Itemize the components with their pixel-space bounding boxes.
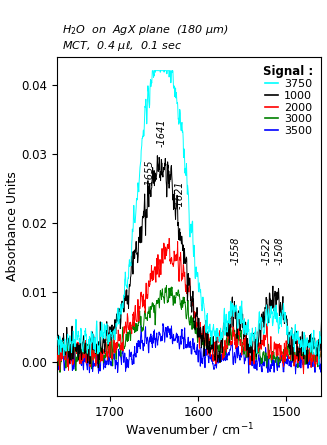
Text: -1508: -1508 — [274, 236, 284, 265]
X-axis label: Wavenumber / cm$^{-1}$: Wavenumber / cm$^{-1}$ — [125, 422, 254, 440]
Legend: 3750, 1000, 2000, 3000, 3500: 3750, 1000, 2000, 3000, 3500 — [261, 62, 316, 138]
Text: -1621: -1621 — [175, 181, 184, 209]
Text: -1641: -1641 — [157, 118, 167, 147]
Text: -1558: -1558 — [230, 236, 240, 265]
Text: -1522: -1522 — [262, 236, 272, 265]
Text: -1655: -1655 — [145, 160, 155, 188]
Text: $H_2O$  on  AgX plane  (180 $\mu$m)
MCT,  0.4 $\mu$$\ell$,  0.1 sec: $H_2O$ on AgX plane (180 $\mu$m) MCT, 0.… — [62, 24, 229, 53]
Y-axis label: Absorbance Units: Absorbance Units — [6, 172, 19, 281]
